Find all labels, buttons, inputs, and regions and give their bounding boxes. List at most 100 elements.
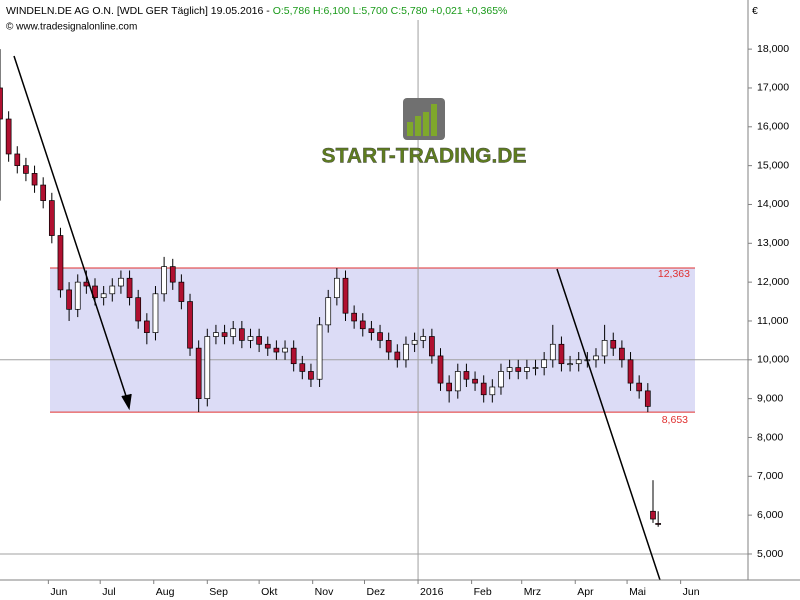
- candle-body: [169, 266, 176, 283]
- candle-body: [610, 340, 617, 349]
- band-label: 8,653: [662, 414, 688, 426]
- candle-body: [213, 332, 219, 337]
- candle-body: [135, 297, 142, 322]
- y-tick-label: 10,000: [757, 354, 789, 366]
- candle-body: [109, 285, 116, 295]
- trend-line: [13, 55, 129, 403]
- candle-body: [316, 324, 323, 380]
- arrow-head: [121, 393, 132, 411]
- candle-body: [411, 340, 418, 345]
- y-tick-label: 14,000: [757, 198, 789, 210]
- candle-body: [238, 328, 245, 341]
- candle-body: [31, 173, 38, 186]
- candle-body: [463, 371, 470, 380]
- candle-body: [143, 320, 150, 333]
- candle-body: [506, 367, 513, 372]
- candle-body: [325, 297, 332, 326]
- candle-body: [601, 340, 608, 357]
- trend-lines: [13, 55, 661, 581]
- y-tick-label: 17,000: [757, 82, 789, 94]
- x-tick-label: Dez: [366, 586, 385, 598]
- logo-bar: [415, 116, 421, 136]
- candle-body: [334, 277, 340, 299]
- candle-body: [0, 87, 3, 120]
- y-tick-label: 9,000: [757, 392, 783, 404]
- currency: €: [752, 5, 758, 17]
- candle-body: [40, 184, 47, 201]
- x-tick-label: Sep: [209, 586, 228, 598]
- logo-bar: [407, 122, 413, 136]
- candle-body: [23, 165, 29, 174]
- candle-body: [282, 347, 288, 353]
- candle-body: [454, 371, 461, 392]
- y-tick-label: 13,000: [757, 237, 789, 249]
- y-tick-label: 11,000: [757, 315, 788, 327]
- trend-line: [556, 268, 661, 581]
- candle-body: [619, 347, 625, 361]
- candle-body: [273, 347, 280, 353]
- candle-body: [5, 118, 12, 155]
- candle-body: [437, 355, 444, 384]
- candle-body: [655, 523, 662, 525]
- candle-body: [627, 359, 634, 384]
- candle-body: [308, 371, 314, 380]
- x-tick-label: Jun: [683, 586, 700, 598]
- candle-body: [187, 301, 193, 349]
- candle-body: [498, 371, 504, 388]
- x-tick-label: Aug: [156, 586, 175, 598]
- candle-body: [351, 312, 357, 322]
- candle-body: [558, 343, 565, 365]
- band-area: [50, 268, 695, 413]
- x-tick-label: Mai: [629, 586, 646, 598]
- y-tick-label: 7,000: [757, 470, 783, 482]
- candle-body: [161, 266, 167, 295]
- x-tick-label: Feb: [474, 586, 492, 598]
- candle-body: [403, 343, 409, 361]
- candle-body: [204, 336, 211, 399]
- candle-body: [57, 235, 64, 291]
- candle-body: [247, 336, 254, 341]
- candle-body: [118, 277, 124, 287]
- candle-body: [92, 285, 98, 299]
- logo-bar: [431, 104, 437, 136]
- candle-body: [368, 328, 375, 333]
- candle-body: [178, 281, 185, 302]
- candle-body: [221, 332, 228, 337]
- candle-body: [342, 277, 349, 314]
- candle-body: [524, 367, 530, 372]
- logo: START-TRADING.DE: [321, 98, 527, 168]
- logo-text: START-TRADING.DE: [322, 145, 527, 168]
- y-tick-label: 15,000: [757, 159, 789, 171]
- candle-body: [48, 200, 55, 236]
- candle-body: [126, 277, 133, 299]
- candle-body: [74, 281, 81, 310]
- candle-body: [446, 382, 452, 392]
- candle-body: [299, 363, 306, 372]
- candle-body: [195, 347, 202, 399]
- candle-body: [420, 336, 427, 341]
- y-tick-label: 5,000: [757, 548, 783, 560]
- x-tick-label: Jul: [102, 586, 115, 598]
- candle-body: [66, 289, 72, 310]
- band-label: 12,363: [658, 268, 690, 280]
- candle-body: [394, 351, 401, 361]
- candle-body: [100, 293, 107, 299]
- candle-body: [256, 336, 262, 345]
- x-tick-label: Apr: [577, 586, 594, 598]
- title-text: WINDELN.DE AG O.N. [WDL GER Täglich] 19.…: [6, 5, 273, 17]
- x-tick-label: Jun: [50, 586, 67, 598]
- y-tick-label: 16,000: [757, 121, 789, 133]
- y-tick-label: 8,000: [757, 431, 783, 443]
- range-band: 12,363 8,653: [50, 267, 695, 426]
- axes: 5,000 6,000 7,000 8,000 9,000 10,000 11,000 12,…: [47, 43, 789, 598]
- candle-body: [532, 367, 539, 369]
- candle-body: [567, 363, 573, 366]
- candle-body: [230, 328, 237, 337]
- candle-body: [377, 332, 383, 341]
- chart-title: WINDELN.DE AG O.N. [WDL GER Täglich] 19.…: [6, 5, 507, 17]
- candle-body: [515, 367, 522, 372]
- candle-body: [644, 390, 651, 407]
- source: © www.tradesignalonline.com: [6, 22, 137, 33]
- candle-body: [575, 359, 582, 365]
